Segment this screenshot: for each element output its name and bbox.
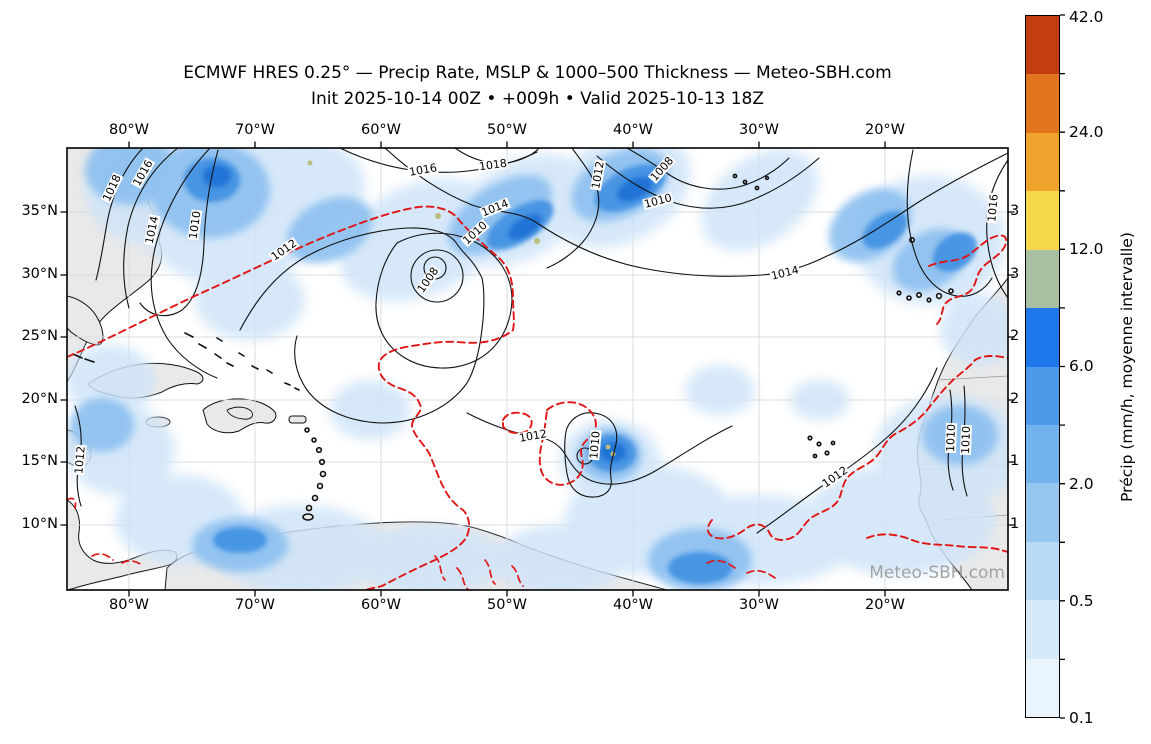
bottom-tick-30w: 30°W — [738, 597, 780, 613]
bottom-tick-40w: 40°W — [612, 597, 654, 613]
colorbar-segment — [1026, 424, 1059, 484]
colorbar-segment — [1026, 541, 1059, 601]
colorbar-segment — [1026, 366, 1059, 425]
thickness-africa-north — [928, 234, 1008, 325]
isobar-label: 1010 — [587, 429, 603, 461]
map-border — [66, 147, 1009, 591]
watermark: Meteo-SBH.com — [869, 563, 1005, 583]
isobar-1018-nw — [95, 148, 144, 281]
isobar-label: 1010 — [959, 424, 973, 456]
colorbar-tick-2: 2.0 — [1069, 475, 1094, 493]
thickness-loop-wave — [538, 401, 597, 486]
thickness-loop-small — [502, 411, 533, 435]
colorbar-segment — [1026, 600, 1059, 659]
bottom-tick-80w: 80°W — [108, 597, 150, 613]
colorbar-tick-01: 0.1 — [1069, 709, 1094, 727]
right-tick-35n: 3 — [1010, 203, 1020, 219]
right-tick-25n: 2 — [1010, 328, 1020, 344]
bottom-tick-60w: 60°W — [360, 597, 402, 613]
isobar-1008-low — [410, 249, 464, 303]
isobar-label: 1012 — [72, 444, 88, 476]
map-subtitle: Init 2025-10-14 00Z • +009h • Valid 2025… — [310, 89, 765, 109]
isobar-1016-madeira — [906, 149, 993, 297]
isobar-1010-wave — [564, 412, 618, 498]
left-tick-20n: 20°N — [21, 391, 58, 407]
bottom-tick-20w: 20°W — [864, 597, 906, 613]
colorbar-tick-05: 0.5 — [1069, 592, 1094, 610]
isobar-1010-coastal — [139, 149, 219, 317]
colorbar-tick-12: 12.0 — [1069, 240, 1104, 258]
isobar-1008-trough — [626, 148, 790, 190]
isobar-1012-trough — [546, 148, 600, 269]
top-tick-70w: 70°W — [234, 122, 276, 138]
left-tick-35n: 35°N — [21, 203, 58, 219]
land-hispaniola — [202, 398, 277, 434]
left-tick-15n: 15°N — [21, 453, 58, 469]
colorbar-segment — [1026, 249, 1059, 309]
colorbar-segment — [1026, 483, 1059, 542]
isobar-1010-trough — [596, 155, 820, 209]
right-tick-20n: 2 — [1010, 391, 1020, 407]
thickness-main — [67, 205, 515, 590]
colorbar-segment — [1026, 191, 1059, 250]
colorbar-segment — [1026, 74, 1059, 133]
isobar-1018-top — [454, 148, 540, 164]
isobars — [74, 148, 1008, 534]
isobar-1014-nw — [150, 148, 218, 379]
isobar-label: 1010 — [944, 422, 958, 454]
isobar-label: 1016 — [985, 192, 1001, 224]
isobar-1012-africa — [756, 367, 938, 534]
top-tick-50w: 50°W — [486, 122, 528, 138]
top-tick-80w: 80°W — [108, 122, 150, 138]
colorbar-tick-42: 42.0 — [1069, 8, 1104, 26]
colorbar-tick-24: 24.0 — [1069, 123, 1104, 141]
isobar-1010-low-ring — [375, 232, 513, 369]
thickness-terrain-bits — [67, 497, 776, 590]
thickness-east — [706, 355, 1008, 541]
map-title: ECMWF HRES 0.25° — Precip Rate, MSLP & 1… — [183, 63, 892, 83]
colorbar-axis-label: Précip (mm/h, moyenne intervalle) — [1118, 232, 1136, 502]
colorbar-segment — [1026, 308, 1059, 367]
isobar-1016-nw — [123, 148, 179, 309]
thickness-africa-south — [866, 533, 1008, 553]
precip-colorbar — [1025, 15, 1060, 718]
bottom-tick-70w: 70°W — [234, 597, 276, 613]
top-tick-20w: 20°W — [864, 122, 906, 138]
right-tick-10n: 1 — [1010, 516, 1020, 532]
right-tick-15n: 1 — [1010, 453, 1020, 469]
colorbar-segment — [1026, 658, 1059, 718]
left-tick-30n: 30°N — [21, 266, 58, 282]
colorbar-tick-6: 6.0 — [1069, 357, 1094, 375]
axis-ticks — [60, 141, 1015, 597]
colorbar-segment — [1026, 132, 1059, 192]
small-islands — [72, 173, 954, 521]
top-tick-40w: 40°W — [612, 122, 654, 138]
colorbar-ticks — [1060, 14, 1065, 719]
isobar-1012-west — [239, 227, 485, 424]
thickness-contours — [67, 205, 1008, 590]
isobar-1014-main — [384, 148, 1008, 277]
left-tick-10n: 10°N — [21, 516, 58, 532]
right-tick-30n: 3 — [1010, 266, 1020, 282]
precip-core — [203, 165, 653, 462]
hispaniola-terrain — [226, 406, 254, 420]
land-puerto-rico — [288, 415, 307, 424]
colorbar-segment — [1026, 16, 1059, 75]
bottom-tick-50w: 50°W — [486, 597, 528, 613]
top-tick-60w: 60°W — [360, 122, 402, 138]
top-tick-30w: 30°W — [738, 122, 780, 138]
isobar-1016-right — [986, 159, 1008, 299]
left-tick-25n: 25°N — [21, 328, 58, 344]
